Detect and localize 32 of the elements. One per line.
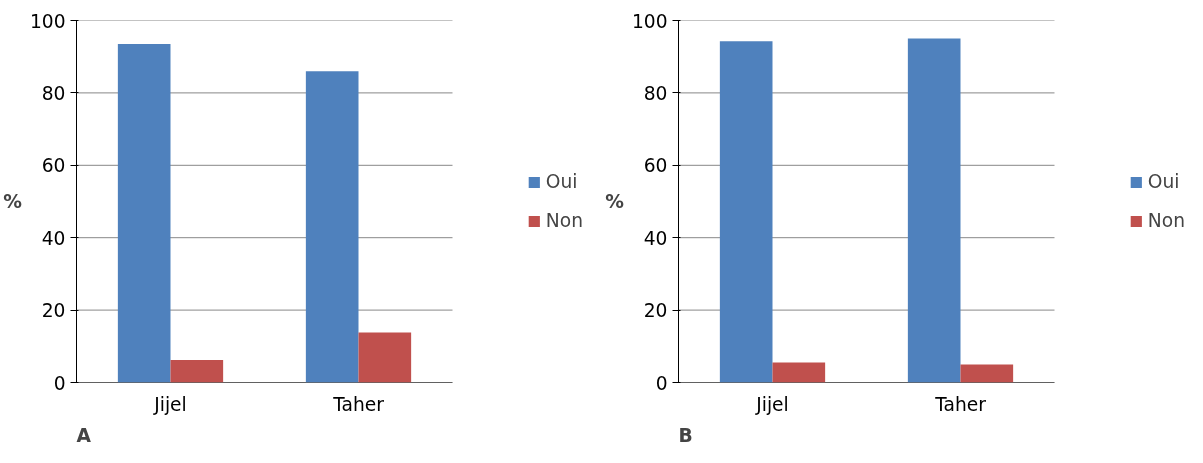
y-axis-title: %: [605, 191, 625, 212]
text: B: [678, 424, 693, 446]
bar: [170, 360, 224, 383]
bar: [960, 364, 1014, 383]
legend-label: Oui: [545, 171, 578, 192]
y-axis-title: %: [3, 191, 23, 212]
y-tick-label: 40: [643, 227, 668, 249]
y-tick-label: 80: [41, 82, 66, 104]
x-tick-label: Jijel: [755, 393, 789, 415]
legend-label: Oui: [1147, 171, 1180, 192]
y-tick-label: 60: [643, 155, 668, 177]
bar: [358, 332, 412, 383]
x-tick-label: Jijel: [153, 393, 187, 415]
y-tick-label: 80: [643, 82, 668, 104]
y-tick-label: 0: [53, 372, 66, 394]
bar: [117, 44, 171, 383]
y-tick-label: 20: [41, 300, 66, 322]
y-tick-label: 40: [41, 227, 66, 249]
text: A: [76, 424, 92, 446]
bar: [305, 71, 359, 383]
y-tick-label: 60: [41, 155, 66, 177]
bar: [719, 41, 773, 383]
bar: [907, 38, 961, 383]
y-tick-label: 20: [643, 300, 668, 322]
x-tick-label: Taher: [332, 393, 385, 415]
bar: [772, 362, 826, 383]
legend-label: Non: [1147, 210, 1185, 231]
y-tick-label: 100: [631, 10, 668, 32]
y-tick-label: 100: [29, 10, 66, 32]
legend-label: Non: [545, 210, 583, 231]
x-tick-label: Taher: [934, 393, 987, 415]
y-tick-label: 0: [655, 372, 668, 394]
